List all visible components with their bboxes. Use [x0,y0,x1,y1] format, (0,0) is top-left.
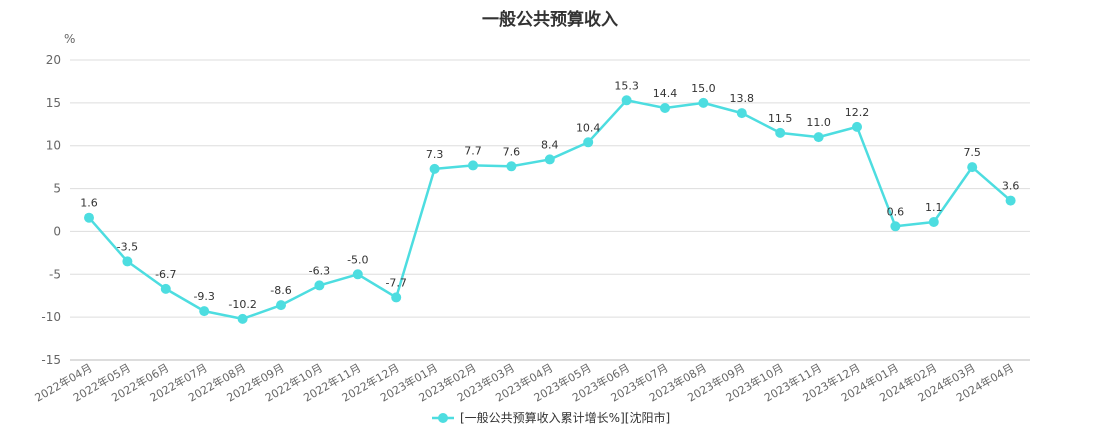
data-point [621,95,632,106]
data-point [352,269,363,280]
data-point [544,154,555,165]
data-label: 14.4 [653,87,678,100]
data-point [736,108,747,119]
legend[interactable]: [一般公共预算收入累计增长%][沈阳市] [432,410,670,425]
data-label: 8.4 [541,138,559,151]
data-point [391,292,402,303]
data-label: 7.7 [464,144,482,157]
x-axis-ticks: 2022年04月2022年05月2022年06月2022年07月2022年08月… [32,360,1016,404]
data-point [813,132,824,143]
data-point [775,127,786,138]
data-point [506,161,517,172]
data-point [429,163,440,174]
data-point [199,306,210,317]
data-label: 13.8 [730,92,755,105]
data-label: -6.3 [309,264,330,277]
data-label: -5.0 [347,253,368,266]
data-label: -8.6 [270,284,291,297]
data-label: 11.0 [806,116,831,129]
legend-label: [一般公共预算收入累计增长%][沈阳市] [460,410,670,425]
data-label: 11.5 [768,112,793,125]
y-tick-label: 0 [53,224,61,238]
data-label: 10.4 [576,121,601,134]
data-point [276,300,286,311]
y-axis-ticks: 20 15 10 5 0 -5 -10 -15 [41,53,61,367]
y-tick-label: -5 [49,267,61,281]
data-point [314,280,325,291]
data-label: 7.3 [426,148,444,161]
legend-dot-marker [438,413,448,423]
data-label: 1.1 [925,201,943,214]
y-tick-label: 15 [46,96,61,110]
data-point [122,256,133,267]
data-point [660,103,670,113]
series-group: 1.6 -3.5 -6.7 -9.3 -10.2 -8.6 -6.3 -5.0 -7.7 7.3 7… [80,79,1019,324]
y-tick-label: 10 [46,139,61,153]
data-label: 15.3 [614,79,639,92]
y-tick-label: 20 [46,53,61,67]
data-point [928,217,939,227]
data-label: -6.7 [155,268,176,281]
data-label: -10.2 [228,298,256,311]
data-point [160,283,171,294]
data-point [852,121,862,132]
data-label: -7.7 [385,276,406,289]
data-label: 1.6 [80,197,98,210]
data-label: 15.0 [691,82,716,95]
data-label: 7.6 [503,145,521,158]
y-tick-label: 5 [53,182,61,196]
series-line [88,99,1012,321]
data-label: 0.6 [887,205,905,218]
data-point [698,97,709,108]
chart-title: 一般公共预算收入 [482,9,618,30]
data-point [84,212,94,223]
data-point [1005,195,1016,206]
data-point [967,162,978,173]
data-label: 7.5 [963,146,981,159]
data-label: 12.2 [845,106,870,119]
y-tick-label: -10 [41,310,61,324]
data-label: -3.5 [117,240,138,253]
data-label: 3.6 [1002,180,1020,193]
data-point [583,137,594,148]
data-point [237,313,248,324]
data-point [468,160,478,171]
y-axis-unit: % [64,32,75,46]
data-label: -9.3 [193,290,214,303]
y-tick-label: -15 [41,353,61,367]
data-point [890,221,901,232]
